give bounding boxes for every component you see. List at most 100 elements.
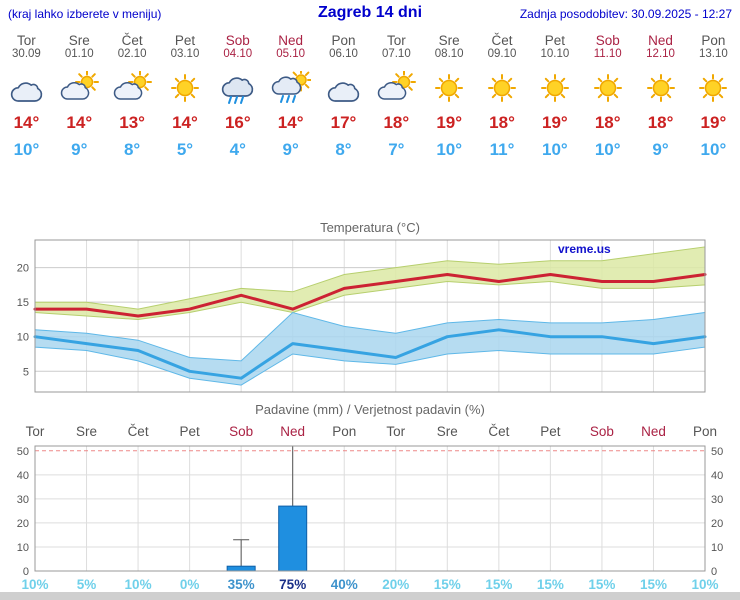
weather-icon-rain-sun (264, 63, 317, 109)
y-axis-tick-right: 40 (711, 470, 723, 482)
plot-frame (34, 445, 706, 572)
precip-probability: 15% (485, 577, 512, 592)
temp-max: 18° (383, 113, 410, 132)
temp-max-line (33, 273, 707, 318)
temp-min: 7° (388, 140, 405, 159)
day-date: 05.10 (276, 48, 306, 60)
precip-probability: 15% (537, 577, 564, 592)
precip-day-label: Čet (488, 424, 509, 439)
y-axis-tick: 15 (17, 297, 29, 309)
day-date: 03.10 (170, 48, 200, 60)
temp-min: 10° (700, 140, 727, 159)
day-column: Pon 06.10 17° 8° (317, 31, 370, 163)
day-column: Sre 01.10 14° 9° (53, 31, 106, 163)
temp-min: 4° (229, 140, 246, 159)
page-header: (kraj lahko izberete v meniju) Zagreb 14… (0, 0, 740, 28)
y-axis-tick-right: 10 (711, 542, 723, 554)
day-name: Ned (278, 33, 304, 48)
precip-probability: 15% (434, 577, 461, 592)
precipitation-chart: Tor Sre Čet Pet Sob Ned Pon Tor Sre Čet Pet Sob Ned P… (17, 424, 724, 592)
day-column: Sre 08.10 19° 10° (423, 31, 476, 163)
day-date: 10.10 (540, 48, 570, 60)
daily-forecast-strip: Tor 30.09 14° 10° Sre 01.10 14° 9° Čet 02.10 13° 8°… (0, 31, 740, 163)
day-name: Sre (438, 33, 460, 48)
temp-max: 14° (172, 113, 198, 132)
last-updated: Zadnja posodobitev: 30.09.2025 - 12:27 (519, 7, 732, 21)
weather-icon-partly (53, 63, 106, 109)
weather-icon-sunny (687, 63, 740, 109)
temp-max: 19° (700, 113, 727, 132)
day-column: Pet 10.10 19° 10° (528, 31, 581, 163)
day-name: Tor (386, 33, 406, 48)
y-axis-tick-right: 30 (711, 494, 723, 506)
precip-bar (278, 505, 308, 572)
precip-probability: 5% (77, 577, 97, 592)
y-axis-tick-right: 50 (711, 446, 723, 458)
precip-probability: 15% (588, 577, 615, 592)
weather-icon-sunny (634, 63, 687, 109)
temp-max: 14° (66, 113, 93, 132)
weather-icon-sunny (159, 63, 212, 109)
y-axis-tick: 20 (17, 263, 29, 275)
day-name: Sre (68, 33, 90, 48)
menu-hint: (kraj lahko izberete v meniju) (8, 7, 162, 21)
temp-min: 10° (13, 140, 40, 159)
temp-max: 19° (436, 113, 463, 132)
precip-probability: 10% (21, 577, 48, 592)
precip-day-label: Pon (693, 424, 717, 439)
day-name: Pon (331, 33, 356, 48)
temp-max: 19° (542, 113, 568, 132)
temperature-chart-title: Temperatura (°C) (320, 220, 420, 235)
temp-max: 16° (224, 113, 251, 132)
precip-bar (226, 565, 256, 572)
weather-icon-partly (370, 63, 423, 109)
day-date: 12.10 (646, 48, 675, 60)
day-name: Pet (174, 33, 196, 48)
precip-day-label: Sob (229, 424, 253, 439)
temp-min: 5° (176, 140, 194, 159)
day-column: Sob 04.10 16° 4° (211, 31, 264, 163)
day-column: Tor 30.09 14° 10° (0, 31, 53, 163)
day-name: Sob (225, 33, 250, 48)
day-column: Sob 11.10 18° 10° (581, 31, 634, 163)
temp-max-band (34, 246, 706, 321)
temp-min: 11° (489, 140, 515, 159)
day-name: Tor (17, 33, 36, 48)
y-axis-tick-left: 40 (17, 470, 29, 482)
day-date: 30.09 (12, 48, 41, 60)
day-column: Pon 13.10 19° 10° (687, 31, 740, 163)
precip-day-label: Pet (179, 424, 200, 439)
temp-min-line (33, 328, 707, 380)
temp-min: 9° (71, 140, 88, 159)
day-date: 04.10 (223, 48, 253, 60)
footer-bar (0, 592, 740, 600)
day-date: 01.10 (64, 48, 94, 60)
precip-probability: 35% (228, 577, 255, 592)
day-date: 06.10 (329, 48, 358, 60)
temp-min: 9° (652, 140, 669, 159)
precipitation-chart-title: Padavine (mm) / Verjetnost padavin (%) (255, 402, 485, 417)
y-axis-tick-right: 0 (711, 566, 717, 578)
weather-icon-sunny (476, 63, 529, 109)
day-column: Čet 09.10 18° 11° (476, 31, 529, 163)
temp-min: 8° (123, 140, 141, 159)
y-axis-tick: 5 (23, 366, 29, 378)
precip-probability: 10% (125, 577, 152, 592)
watermark-link[interactable]: vreme.us (558, 242, 611, 256)
weather-icon-rain (211, 63, 264, 109)
day-name: Čet (121, 33, 143, 48)
y-axis-tick-left: 10 (17, 542, 29, 554)
precip-probability: 20% (382, 577, 409, 592)
precip-probability: 0% (180, 577, 200, 592)
plot-frame (34, 239, 706, 393)
day-name: Ned (648, 33, 673, 48)
precip-day-label: Sre (437, 424, 458, 439)
temp-min: 9° (282, 140, 299, 159)
weather-icon-sunny (528, 63, 581, 109)
day-name: Čet (491, 33, 513, 48)
day-date: 13.10 (699, 48, 728, 60)
y-axis-tick-left: 50 (17, 446, 29, 458)
y-axis-tick-left: 30 (17, 494, 29, 506)
precip-day-label: Pet (540, 424, 561, 439)
